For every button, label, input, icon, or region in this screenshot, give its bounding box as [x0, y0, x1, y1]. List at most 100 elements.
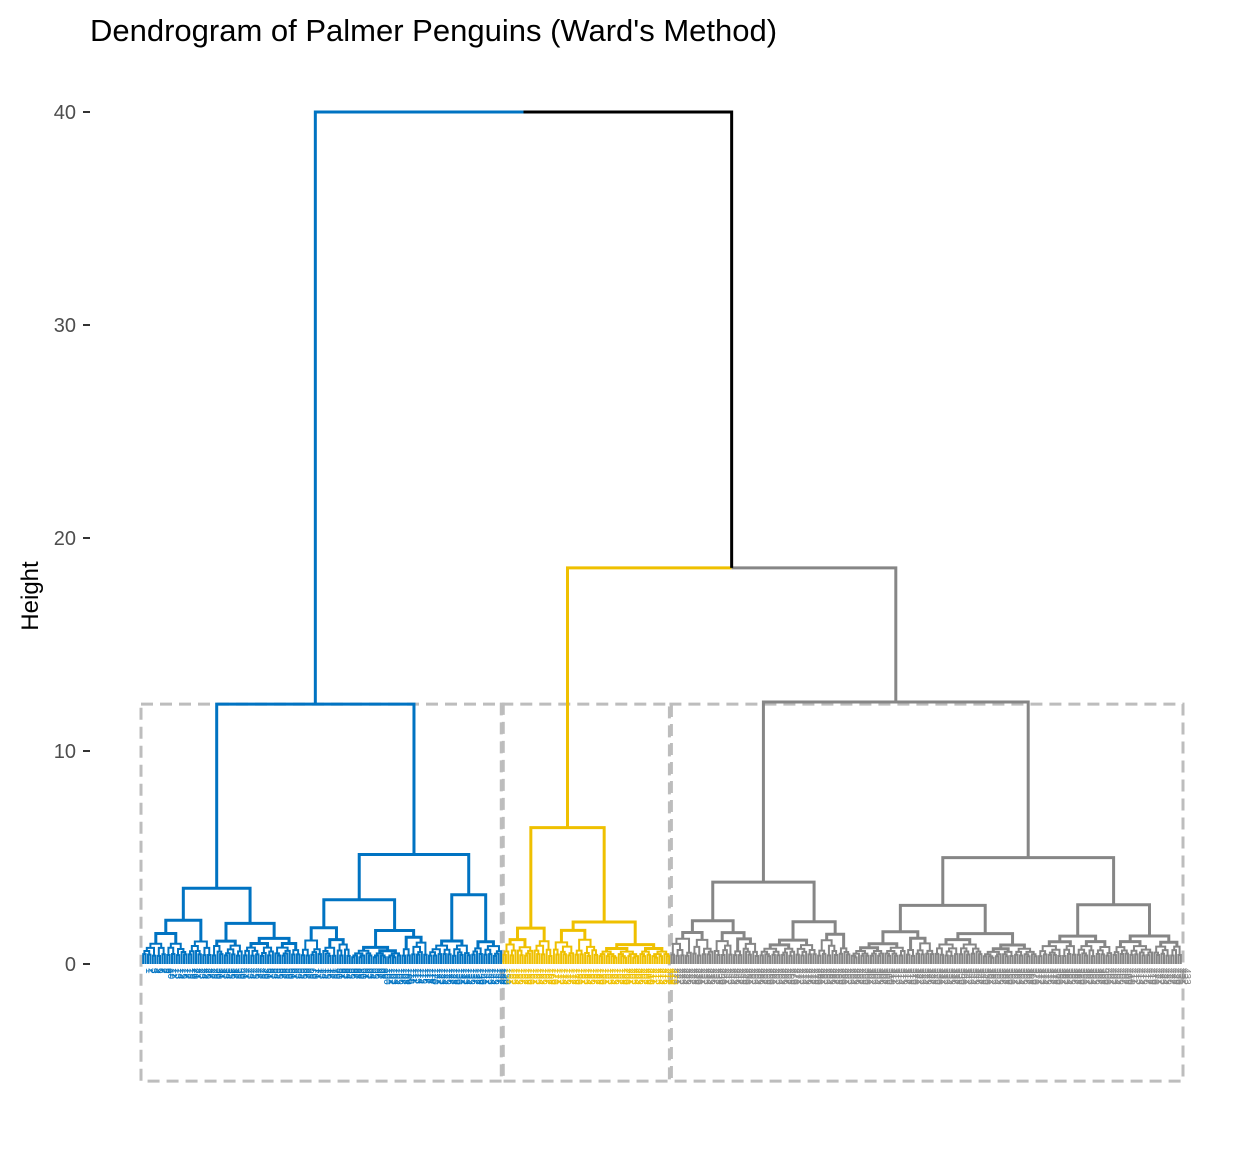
- leaf-label: 323: [917, 968, 928, 985]
- branch: [891, 952, 898, 964]
- leaf-label: 7: [158, 968, 169, 974]
- leaf-label: 295: [849, 968, 860, 985]
- branch: [1112, 953, 1117, 964]
- leaf-label: 74: [319, 968, 330, 980]
- leaf-label: 388: [1073, 968, 1084, 985]
- leaf-label: 430: [1174, 968, 1185, 985]
- leaf-label: 317: [902, 968, 913, 985]
- leaf-label: 124: [439, 968, 450, 985]
- leaf-label: 95: [369, 968, 380, 980]
- leaf-label: 143: [484, 968, 495, 985]
- leaf-label: 260: [765, 968, 776, 985]
- leaf-label: 87: [350, 968, 361, 980]
- leaf-label: 369: [1027, 968, 1038, 985]
- branch: [747, 953, 752, 964]
- leaf-label: 380: [1054, 968, 1065, 985]
- branch: [309, 926, 338, 941]
- leaf-label: 116: [419, 968, 430, 984]
- branch: [1038, 955, 1043, 964]
- leaf-label: 55: [273, 968, 284, 980]
- branch: [281, 954, 286, 964]
- branch: [1025, 950, 1035, 955]
- branch: [406, 954, 411, 964]
- leaf-label: 418: [1145, 968, 1156, 985]
- leaf-label: 263: [772, 968, 783, 985]
- leaf-label: 309: [883, 968, 894, 985]
- branch: [190, 945, 199, 952]
- y-axis-label: Height: [17, 561, 44, 631]
- leaf-label: 49: [258, 968, 269, 980]
- leaf-label: 93: [364, 968, 375, 980]
- leaf-label: 297: [854, 968, 865, 985]
- leaf-label: 119: [427, 968, 438, 984]
- branch: [180, 950, 187, 964]
- leaf-label: 75: [321, 968, 332, 980]
- branch: [1130, 949, 1138, 955]
- branch: [164, 918, 203, 942]
- branch: [219, 953, 224, 964]
- leaf-label: 12: [170, 968, 181, 980]
- branch: [926, 949, 934, 955]
- leaf-label: 370: [1029, 968, 1040, 985]
- branch: [601, 950, 612, 955]
- branch: [1009, 955, 1014, 964]
- leaf-label: 268: [784, 968, 795, 985]
- leaf-label: 395: [1090, 968, 1101, 985]
- branch: [388, 954, 396, 958]
- leaf-label: 298: [857, 968, 868, 985]
- branch: [591, 949, 597, 964]
- leaf-label: 131: [455, 968, 466, 985]
- branch: [336, 949, 343, 964]
- branch: [440, 939, 464, 946]
- leaf-label: 287: [830, 968, 841, 985]
- branch: [663, 953, 670, 964]
- leaf-label: 376: [1044, 968, 1055, 985]
- leaf-label: 127: [446, 968, 457, 985]
- branch: [257, 936, 291, 944]
- leaf-label: 293: [845, 968, 856, 985]
- branch: [907, 949, 914, 956]
- branch: [1052, 953, 1057, 964]
- leaf-label: 19: [186, 968, 197, 980]
- branch: [899, 950, 906, 964]
- leaf-label: 13: [172, 968, 183, 980]
- leaf-label: 199: [619, 968, 630, 985]
- leaf-label: 381: [1056, 968, 1067, 985]
- leaf-label: 322: [914, 968, 925, 985]
- leaf-label: 275: [801, 968, 812, 985]
- branch: [861, 952, 869, 956]
- branch: [706, 953, 712, 964]
- leaf-label: 101: [383, 968, 394, 985]
- leaf-label: 181: [576, 968, 587, 985]
- branch: [171, 953, 176, 964]
- leaf-label: 133: [460, 968, 471, 985]
- leaf-label: 345: [969, 968, 980, 985]
- branch: [412, 945, 422, 955]
- leaf-label: 85: [345, 968, 356, 980]
- leaf-label: 26: [203, 968, 214, 980]
- leaf-label: 361: [1008, 968, 1019, 985]
- branch: [1177, 953, 1182, 964]
- branch: [1141, 954, 1146, 964]
- leaf-label: 410: [1126, 968, 1137, 985]
- leaf-label: 94: [367, 968, 378, 980]
- branch: [225, 952, 231, 964]
- leaf-label: 350: [981, 968, 992, 985]
- branch: [771, 953, 776, 964]
- branch: [867, 942, 899, 948]
- cluster-rect-3: [667, 702, 1185, 1083]
- branch: [945, 950, 953, 956]
- branch: [375, 952, 384, 956]
- leaf-label: 400: [1102, 968, 1113, 985]
- leaf-label: 138: [472, 968, 483, 985]
- branch: [428, 954, 433, 964]
- leaf-label: 162: [530, 968, 541, 985]
- branch: [382, 956, 387, 964]
- leaf-label: 52: [266, 968, 277, 980]
- leaf-label: 130: [453, 968, 464, 985]
- leaf-label: 209: [643, 968, 654, 985]
- leaf-label: 158: [520, 968, 531, 985]
- branch: [1076, 903, 1151, 937]
- leaf-label: 334: [943, 968, 954, 985]
- branch: [244, 949, 250, 964]
